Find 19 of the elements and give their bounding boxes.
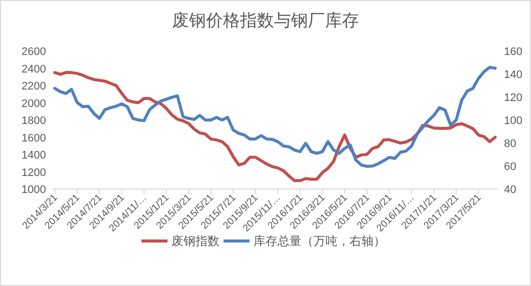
y2-tick-label: 100 — [504, 115, 522, 127]
y-tick-label: 2400 — [22, 63, 46, 76]
y-tick-label: 1600 — [22, 132, 46, 144]
y-tick-label: 2200 — [22, 80, 46, 92]
y-tick-label: 2000 — [22, 98, 46, 110]
y-tick-label: 2600 — [22, 46, 46, 58]
y2-tick-label: 120 — [504, 92, 522, 104]
y2-tick-label: 40 — [504, 184, 516, 196]
y2-tick-label: 60 — [504, 161, 516, 173]
y2-tick-label: 80 — [504, 138, 516, 150]
legend-label: 废钢指数 — [172, 234, 220, 248]
y-tick-label: 1800 — [22, 115, 46, 127]
chart-title: 废钢价格指数与钢厂库存 — [172, 11, 359, 30]
y-tick-label: 1000 — [22, 184, 46, 196]
y2-tick-label: 160 — [504, 46, 522, 58]
legend-label: 库存总量（万吨，右轴） — [254, 234, 386, 248]
y2-tick-label: 140 — [504, 69, 522, 81]
y-tick-label: 1400 — [22, 150, 46, 162]
y-tick-label: 1200 — [22, 166, 46, 179]
